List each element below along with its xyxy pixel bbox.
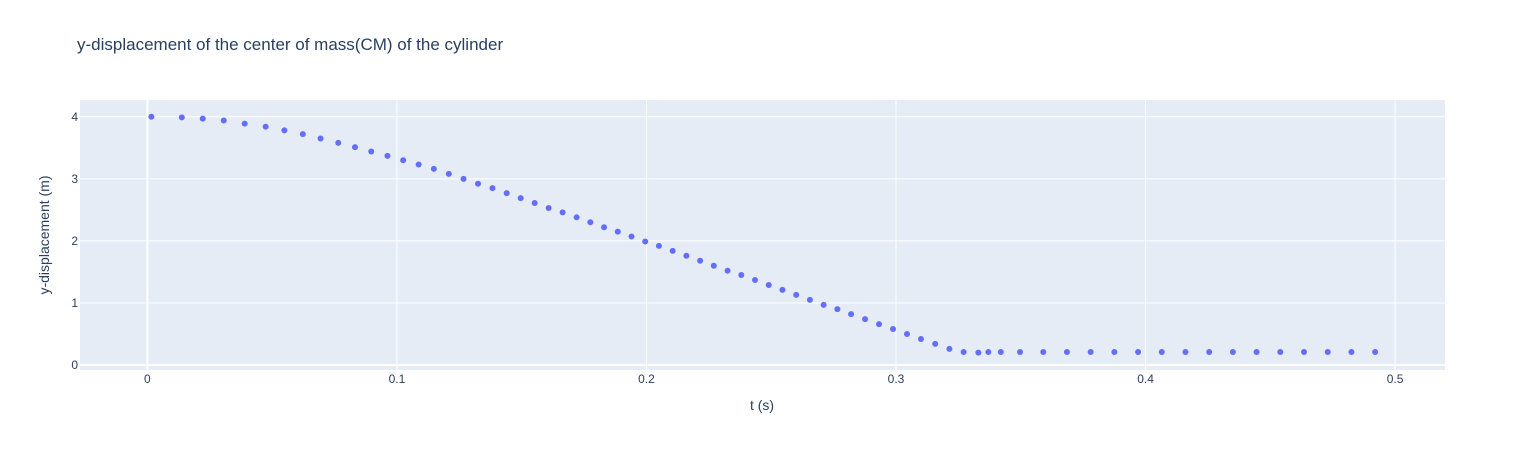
data-point: [1372, 349, 1379, 355]
data-point: [834, 306, 841, 313]
x-tick-label: 0.4: [1137, 372, 1154, 386]
data-point: [351, 144, 358, 151]
data-point: [430, 165, 437, 172]
data-point: [601, 224, 608, 231]
chart-title: y-displacement of the center of mass(CM)…: [77, 35, 503, 54]
data-point: [793, 291, 800, 298]
x-tick-label: 0.2: [638, 372, 655, 386]
data-point: [400, 157, 407, 164]
data-point: [985, 349, 992, 355]
data-point: [724, 267, 731, 274]
data-point: [960, 349, 967, 355]
data-point: [765, 281, 772, 288]
y-tick-label: 4: [71, 110, 78, 124]
data-point: [890, 326, 897, 333]
data-point: [384, 152, 391, 159]
x-tick-label: 0: [144, 372, 151, 386]
data-point: [946, 345, 953, 352]
data-point: [299, 131, 306, 138]
data-point: [148, 113, 155, 120]
data-point: [1324, 349, 1331, 355]
x-axis-title: t (s): [750, 397, 774, 413]
data-point: [335, 139, 342, 146]
data-point: [368, 148, 375, 155]
data-point: [710, 262, 717, 269]
data-point: [1182, 349, 1189, 355]
y-tick-label: 1: [71, 296, 78, 310]
data-point: [1301, 349, 1308, 355]
y-tick-label: 0: [71, 358, 78, 372]
y-tick-label: 3: [71, 172, 78, 186]
grid-lines: [80, 100, 1445, 370]
data-point: [475, 180, 482, 187]
data-point: [917, 335, 924, 342]
x-tick-label: 0.5: [1387, 372, 1404, 386]
data-point: [1087, 349, 1094, 355]
data-point: [820, 301, 827, 308]
data-point: [1348, 349, 1355, 355]
x-tick-labels: 0 0.1 0.2 0.3 0.4 0.5: [144, 372, 1404, 386]
data-point: [1206, 349, 1213, 355]
data-point: [262, 123, 269, 130]
data-point: [975, 349, 982, 356]
data-point: [903, 331, 910, 337]
y-tick-labels: 0 1 2 3 4: [71, 110, 78, 372]
data-point: [503, 190, 510, 197]
data-point: [531, 200, 538, 207]
data-point: [1253, 349, 1260, 355]
data-point: [573, 214, 580, 221]
data-point: [876, 321, 883, 328]
data-point: [1063, 349, 1070, 355]
data-point: [545, 205, 552, 211]
data-point: [415, 161, 422, 168]
data-point: [281, 127, 288, 134]
data-point: [642, 238, 649, 245]
data-point: [738, 272, 745, 279]
data-point: [587, 219, 594, 226]
x-tick-label: 0.1: [389, 372, 406, 386]
data-point: [848, 311, 855, 318]
data-point: [317, 135, 324, 142]
data-point: [932, 340, 939, 347]
data-point: [1277, 349, 1284, 355]
data-point: [220, 117, 227, 124]
scatter-series: [148, 113, 1379, 356]
data-point: [1158, 349, 1165, 355]
data-point: [806, 296, 813, 303]
data-point: [489, 185, 496, 192]
data-point: [1111, 349, 1118, 355]
data-point: [752, 277, 759, 283]
data-point: [241, 120, 248, 127]
data-point: [178, 114, 185, 121]
data-point: [655, 242, 662, 249]
data-point: [1135, 349, 1142, 355]
data-point: [997, 349, 1004, 355]
data-point: [669, 247, 676, 254]
data-point: [779, 286, 786, 293]
data-point: [559, 209, 566, 216]
data-point: [683, 252, 690, 259]
data-point: [445, 170, 452, 177]
data-point: [614, 228, 621, 235]
data-point: [1040, 349, 1047, 355]
data-point: [517, 195, 524, 202]
data-point: [862, 316, 869, 323]
x-tick-label: 0.3: [888, 372, 905, 386]
y-tick-label: 2: [71, 234, 78, 248]
data-point: [697, 257, 704, 264]
data-point: [1229, 349, 1236, 355]
data-point: [199, 115, 206, 122]
data-point: [1017, 349, 1024, 355]
y-axis-title: y-displacement (m): [36, 175, 52, 294]
data-point: [628, 233, 635, 240]
data-point: [460, 175, 467, 182]
plot-background: [80, 100, 1445, 370]
